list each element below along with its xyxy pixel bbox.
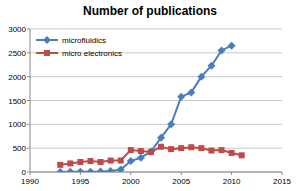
- data-point: [207, 62, 215, 70]
- y-tick-label: 0: [22, 168, 27, 177]
- x-tick: [181, 172, 182, 175]
- data-point: [66, 168, 74, 172]
- data-point: [67, 160, 73, 166]
- data-point: [87, 158, 93, 164]
- x-tick-label: 1995: [72, 177, 90, 186]
- legend: microfluidics micro electronics: [36, 36, 122, 58]
- x-tick: [30, 172, 31, 175]
- legend-marker: [44, 50, 50, 56]
- data-point: [218, 46, 226, 54]
- data-point: [197, 73, 205, 81]
- legend-label: microfluidics: [62, 36, 106, 45]
- y-tick-label: 2000: [8, 73, 26, 82]
- data-point: [107, 167, 115, 172]
- title: Number of publications: [83, 4, 217, 18]
- chart: Number of publications 0 500 1000 1500 2000 25…: [0, 0, 300, 191]
- series-line: [60, 46, 231, 172]
- x-tick-label: 1990: [21, 177, 39, 186]
- data-point: [188, 144, 194, 150]
- data-point: [219, 147, 225, 153]
- y-tick-label: 2500: [8, 49, 26, 58]
- data-point: [86, 168, 94, 172]
- x-tick: [80, 172, 81, 175]
- data-point: [147, 148, 155, 156]
- data-point: [177, 93, 185, 101]
- data-point: [157, 134, 165, 142]
- x-tick: [130, 172, 131, 175]
- data-point: [178, 145, 184, 151]
- y-axis: [30, 29, 31, 172]
- data-point: [208, 148, 214, 154]
- data-point: [229, 150, 235, 156]
- data-point: [138, 148, 144, 154]
- data-point: [158, 144, 164, 150]
- data-point: [137, 154, 145, 162]
- legend-label: micro electronics: [62, 49, 122, 58]
- data-point: [127, 157, 135, 165]
- data-point: [57, 162, 63, 168]
- y-tick-label: 1500: [8, 97, 26, 106]
- grid-line: [30, 76, 282, 77]
- data-point: [56, 168, 64, 172]
- data-point: [108, 158, 114, 164]
- plot-area: [56, 42, 244, 172]
- data-point: [148, 149, 154, 155]
- x-tick: [282, 172, 283, 175]
- data-point: [228, 42, 236, 50]
- data-point: [77, 159, 83, 165]
- x-tick-label: 2000: [122, 177, 140, 186]
- legend-marker: [43, 36, 51, 44]
- x-tick-label: 2010: [223, 177, 241, 186]
- series-line: [60, 147, 241, 165]
- data-point: [118, 158, 124, 164]
- x-tick: [231, 172, 232, 175]
- x-tick-label: 2005: [172, 177, 190, 186]
- data-point: [167, 120, 175, 128]
- chart-root: Number of publications 0 500 1000 1500 2000 25…: [0, 0, 300, 191]
- data-point: [168, 146, 174, 152]
- y-tick-label: 1000: [8, 120, 26, 129]
- grid-line: [30, 100, 282, 101]
- x-tick-label: 2015: [273, 177, 291, 186]
- data-point: [128, 147, 134, 153]
- data-point: [98, 159, 104, 165]
- data-point: [117, 166, 125, 172]
- y-tick-label: 3000: [8, 25, 26, 34]
- y-tick-label: 500: [13, 144, 27, 153]
- grid-line: [30, 29, 282, 30]
- data-point: [187, 88, 195, 96]
- data-point: [239, 152, 245, 158]
- data-point: [198, 145, 204, 151]
- grid-line: [30, 124, 282, 125]
- data-point: [76, 168, 84, 172]
- data-point: [97, 168, 105, 172]
